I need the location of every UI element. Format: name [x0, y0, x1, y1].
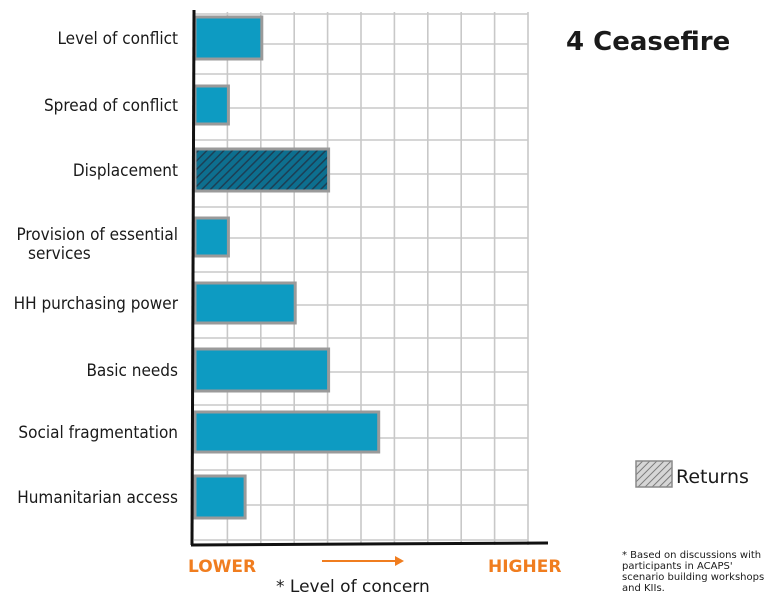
bar-hh-purchasing-power	[193, 281, 297, 325]
bars	[193, 15, 381, 520]
y-axis-line	[190, 9, 196, 546]
x-axis-title: * Level of concern	[276, 577, 430, 597]
category-label: Provision of essential services	[16, 225, 178, 264]
bar-provision-of-essential-services	[193, 216, 230, 258]
category-label: Displacement	[73, 161, 178, 181]
category-label: Level of conflict	[57, 29, 178, 49]
legend-label-returns: Returns	[676, 466, 749, 488]
category-label: HH purchasing power	[14, 294, 179, 314]
legend: Returns	[635, 460, 749, 488]
bar-level-of-conflict	[193, 15, 264, 61]
footnote: * Based on discussions with participants …	[622, 550, 764, 594]
axes	[190, 9, 549, 547]
bar-basic-needs	[193, 347, 331, 393]
chart-title: 4 Ceasefire	[566, 27, 730, 57]
bar-displacement	[193, 147, 331, 193]
x-axis-high-label: HIGHER	[488, 557, 561, 577]
legend-swatch-returns	[635, 460, 673, 488]
category-label: Humanitarian access	[17, 488, 178, 508]
bar-humanitarian-access	[193, 474, 247, 520]
bar-spread-of-conflict	[193, 84, 230, 126]
category-label: Spread of conflict	[44, 96, 178, 116]
x-axis-line	[190, 541, 549, 547]
category-label: Social fragmentation	[18, 423, 178, 443]
x-axis-arrow	[322, 556, 404, 566]
x-axis-low-label: LOWER	[188, 557, 256, 577]
footnote-text: * Based on discussions with participants …	[622, 550, 764, 594]
bar-social-fragmentation	[193, 410, 381, 454]
category-label: Basic needs	[86, 361, 178, 381]
category-labels: Level of conflict Spread of conflict Displ…	[14, 29, 179, 508]
gridlines	[194, 12, 529, 545]
